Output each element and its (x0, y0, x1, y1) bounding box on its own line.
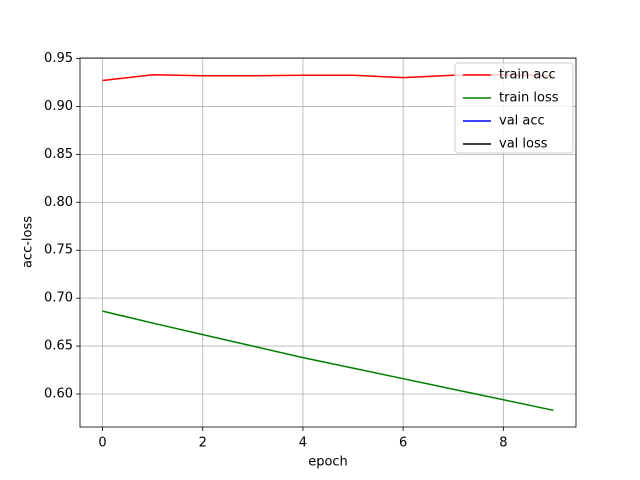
x-tick-label: 6 (399, 436, 407, 451)
y-axis-label: acc-loss (21, 216, 36, 268)
y-tick-label: 0.75 (44, 243, 73, 258)
legend-box (454, 62, 574, 154)
y-tick-label: 0.70 (44, 291, 73, 306)
y-tick-label: 0.90 (44, 99, 73, 114)
x-tick-label: 2 (199, 436, 207, 451)
legend-label: train acc (499, 68, 556, 83)
x-axis-label: epoch (308, 455, 348, 470)
line-series (102, 310, 554, 412)
plot-frame (79, 57, 577, 428)
legend-label: val acc (499, 114, 545, 129)
y-tick-label: 0.85 (44, 147, 73, 162)
x-tick-label: 8 (499, 436, 507, 451)
y-tick-label: 0.60 (44, 387, 73, 402)
y-tick-label: 0.80 (44, 195, 73, 210)
x-tick-label: 0 (98, 436, 106, 451)
x-tick-label: 4 (299, 436, 307, 451)
y-tick-label: 0.65 (44, 339, 73, 354)
y-tick-label: 0.95 (44, 51, 73, 66)
legend-label: train loss (499, 91, 559, 106)
legend-label: val loss (499, 137, 548, 152)
